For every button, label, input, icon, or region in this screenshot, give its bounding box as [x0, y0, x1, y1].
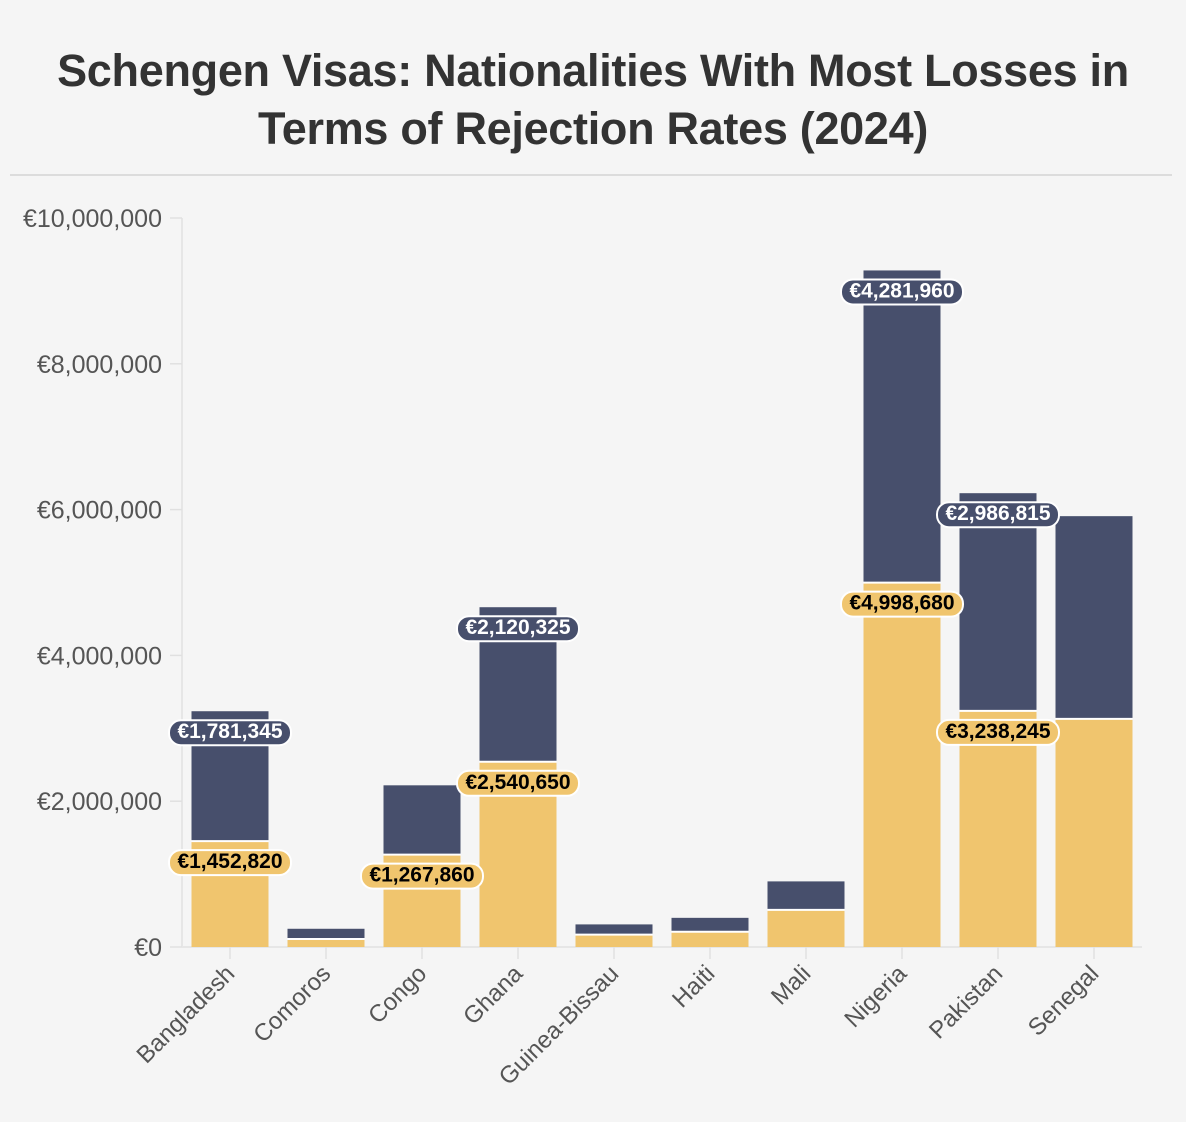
x-category-label: Nigeria: [839, 960, 912, 1033]
x-category-label: Pakistan: [924, 960, 1008, 1044]
data-label-halo: [840, 590, 964, 618]
bar-segment: [287, 938, 365, 947]
data-label-halo: [456, 615, 580, 643]
bar-segment: [287, 928, 365, 939]
data-label: €3,238,245: [945, 720, 1050, 743]
data-label-halo: [168, 719, 292, 747]
chart-data-labels: €1,452,820 €1,781,345 €1,267,860 €2,540,650…: [168, 278, 1060, 890]
bar-segment: [863, 270, 941, 583]
bar-segment: [575, 924, 653, 935]
x-category-label: Ghana: [458, 960, 529, 1031]
data-label: €1,452,820: [177, 850, 282, 873]
bar-segment: [383, 785, 461, 855]
bar-segment: [863, 582, 941, 947]
y-tick-label: €4,000,000: [37, 642, 162, 670]
data-label-halo: [168, 849, 292, 877]
data-label: €2,120,325: [465, 616, 570, 639]
y-tick-label: €8,000,000: [37, 351, 162, 379]
y-tick-label: €6,000,000: [37, 497, 162, 525]
bar-segment: [575, 934, 653, 947]
y-tick-label: €0: [134, 934, 162, 962]
data-label-halo: [456, 769, 580, 797]
x-category-label: Mali: [766, 960, 816, 1010]
data-label: €1,781,345: [177, 720, 282, 743]
bar-segment: [1055, 516, 1133, 719]
title-divider: [10, 174, 1172, 176]
x-category-label: Bangladesh: [132, 960, 241, 1069]
bar-segment: [959, 710, 1037, 947]
data-label: €4,998,680: [849, 592, 954, 615]
data-label: €4,281,960: [849, 279, 954, 302]
data-label: €2,540,650: [465, 771, 570, 794]
data-label-halo: [360, 862, 484, 890]
y-tick-label: €10,000,000: [23, 205, 162, 233]
bar-segment: [767, 909, 845, 947]
data-label: €2,986,815: [945, 502, 1050, 525]
x-category-label: Comoros: [248, 960, 336, 1048]
chart-title: Schengen Visas: Nationalities With Most …: [0, 42, 1186, 158]
x-category-label: Congo: [363, 960, 432, 1029]
x-category-label: Senegal: [1023, 960, 1104, 1041]
data-label-halo: [936, 501, 1060, 529]
data-label: €1,267,860: [369, 864, 474, 887]
chart-bars: [191, 270, 1133, 947]
data-label-halo: [936, 718, 1060, 746]
x-category-label: Haiti: [667, 960, 720, 1013]
bar-segment: [671, 917, 749, 932]
chart-title-line-2: Terms of Rejection Rates (2024): [257, 103, 929, 154]
bar-segment: [1055, 718, 1133, 947]
bar-segment: [959, 493, 1037, 711]
chart-title-line-1: Schengen Visas: Nationalities With Most …: [57, 45, 1129, 96]
bar-segment: [767, 881, 845, 910]
data-label-halo: [840, 278, 964, 306]
bar-segment: [671, 931, 749, 947]
y-tick-label: €2,000,000: [37, 788, 162, 816]
